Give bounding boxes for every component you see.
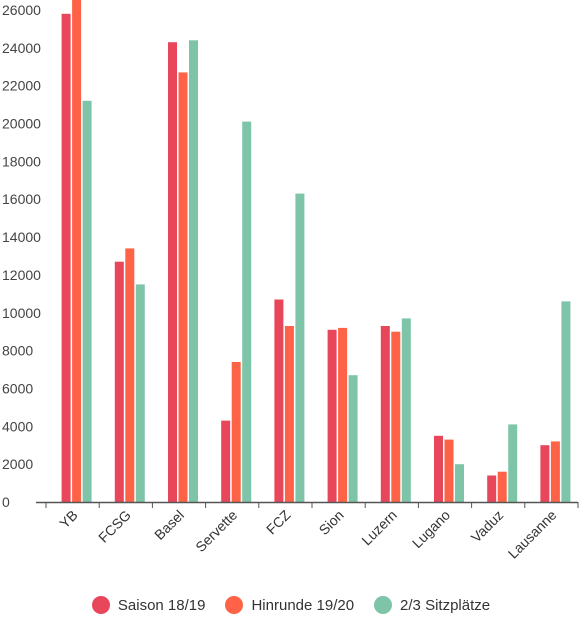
bar-sion-3 <box>348 375 358 502</box>
bar-servette-3 <box>242 121 252 502</box>
x-tick-label: Lausanne <box>505 507 560 562</box>
y-tick-label: 24000 <box>2 40 41 56</box>
y-tick-label: 2000 <box>2 456 33 472</box>
legend-item: Saison 18/19 <box>91 596 206 614</box>
y-tick-label: 26000 <box>2 2 41 18</box>
legend-label: Hinrunde 19/20 <box>251 596 355 614</box>
bar-luzern-3 <box>401 318 411 502</box>
x-tick-label: Vaduz <box>468 507 507 546</box>
bar-sion-2 <box>338 327 348 502</box>
y-tick-label: 20000 <box>2 116 41 132</box>
legend-label: 2/3 Sitzplätze <box>400 596 491 614</box>
legend-item: 2/3 Sitzplätze <box>374 596 490 614</box>
bar-lugano-1 <box>434 435 443 502</box>
bar-luzern-2 <box>391 331 401 502</box>
bar-vaduz-2 <box>497 471 507 502</box>
bar-servette-1 <box>221 420 231 502</box>
bar-fcz-3 <box>295 193 305 502</box>
bar-vaduz-3 <box>508 424 518 502</box>
legend-swatch <box>91 596 110 614</box>
y-tick-label: 6000 <box>2 380 33 396</box>
x-tick-label: FCSG <box>95 507 134 546</box>
bar-basel-2 <box>178 72 188 503</box>
bar-servette-2 <box>231 362 241 502</box>
bar-basel-1 <box>168 42 177 502</box>
bar-fcsg-3 <box>135 284 145 502</box>
bar-sion-1 <box>327 329 337 502</box>
bar-lugano-3 <box>455 464 464 502</box>
bar-yb-2 <box>72 0 82 502</box>
bar-basel-3 <box>189 40 198 503</box>
x-axis-ticks <box>45 502 579 508</box>
bar-fcz-1 <box>274 299 284 502</box>
bar-lausanne-2 <box>550 441 560 502</box>
legend-swatch <box>225 596 244 614</box>
y-tick-label: 10000 <box>2 305 41 321</box>
x-tick-label: YB <box>56 507 81 532</box>
bar-lausanne-3 <box>561 301 571 502</box>
x-axis-labels: YB FCSG Basel Servette FCZ Sion Luzern Lugano Va… <box>56 506 559 561</box>
x-tick-label: FCZ <box>263 506 294 537</box>
legend: Saison 18/19 Hinrunde 19/20 2/3 Sitzplätze <box>0 596 582 614</box>
y-tick-label: 8000 <box>2 343 33 359</box>
x-tick-label: Basel <box>151 507 187 543</box>
x-tick-label: Lugano <box>409 507 453 551</box>
bar-vaduz-1 <box>487 475 497 502</box>
y-tick-label: 12000 <box>2 267 41 283</box>
bar-fcz-2 <box>284 326 294 502</box>
bar-fcsg-1 <box>114 261 124 502</box>
x-tick-label: Sion <box>316 507 347 538</box>
y-tick-label: 16000 <box>2 191 41 207</box>
y-tick-label: 22000 <box>2 78 41 94</box>
y-tick-label: 4000 <box>2 418 33 434</box>
bars <box>61 0 571 503</box>
bar-yb-3 <box>82 100 92 503</box>
bar-lugano-2 <box>444 439 454 502</box>
bar-fcsg-2 <box>125 248 135 502</box>
y-tick-label: 14000 <box>2 229 41 245</box>
bar-chart: 0 2000 4000 6000 8000 10000 12000 14000 16000 180… <box>2 0 579 562</box>
legend-item: Hinrunde 19/20 <box>225 596 354 614</box>
y-tick-label: 0 <box>2 494 10 510</box>
legend-swatch <box>374 596 393 614</box>
x-tick-label: Servette <box>192 507 240 555</box>
bar-lausanne-1 <box>540 445 550 502</box>
bar-luzern-1 <box>380 326 390 502</box>
y-axis-ticks: 0 2000 4000 6000 8000 10000 12000 14000 16000 180… <box>2 2 41 510</box>
x-tick-label: Luzern <box>358 507 400 549</box>
y-tick-label: 18000 <box>2 153 41 169</box>
bar-yb-1 <box>61 13 71 503</box>
legend-label: Saison 18/19 <box>117 596 206 614</box>
